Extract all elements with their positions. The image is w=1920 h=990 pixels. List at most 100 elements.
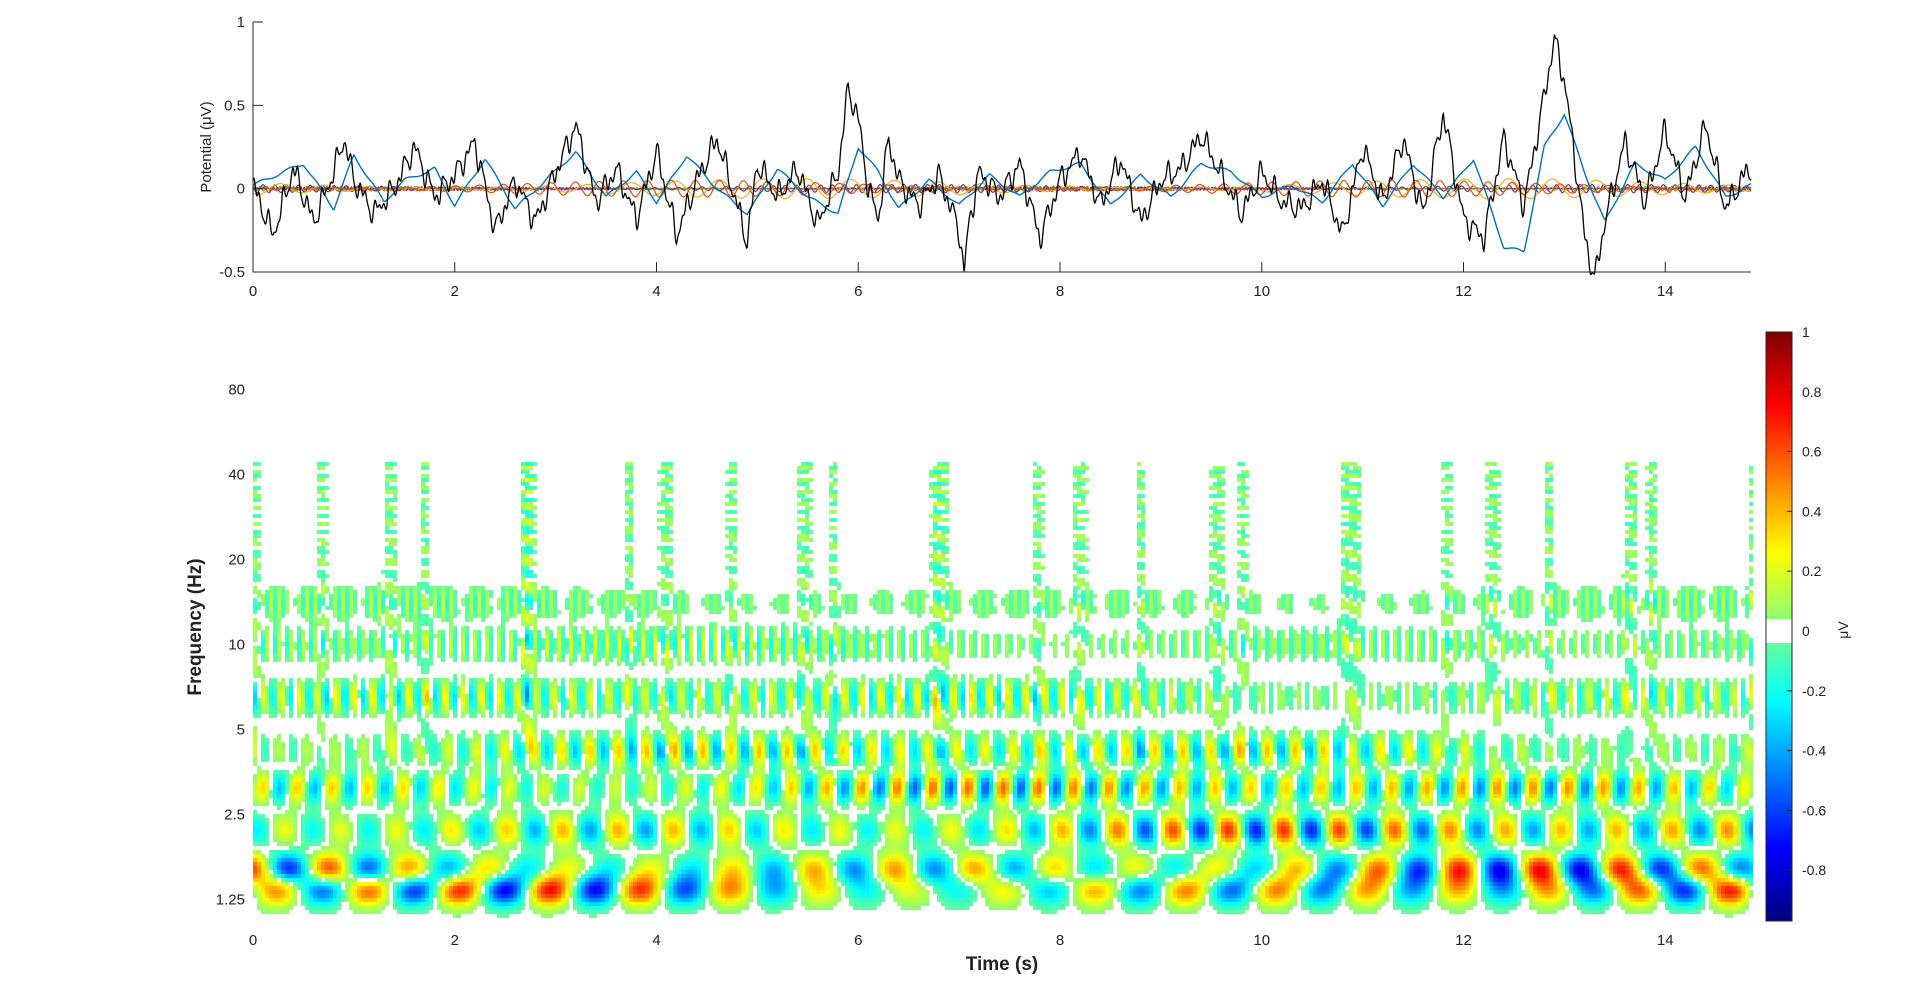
- heatmap-cell: [1357, 494, 1361, 498]
- heatmap-cell: [645, 638, 649, 642]
- heatmap-cell: [1053, 642, 1057, 646]
- heatmap-cell: [709, 646, 713, 650]
- heatmap-cell: [425, 490, 429, 494]
- heatmap-cell: [1693, 630, 1697, 634]
- heatmap-cell: [309, 646, 313, 650]
- heatmap-cell: [1041, 626, 1045, 630]
- heatmap-cell: [1137, 550, 1141, 554]
- heatmap-cell: [389, 490, 393, 494]
- heatmap-cell: [1485, 530, 1489, 534]
- heatmap-cell: [1529, 594, 1533, 598]
- heatmap-cell: [345, 618, 349, 622]
- heatmap-cell: [685, 610, 689, 614]
- heatmap-cell: [637, 642, 641, 646]
- heatmap-cell: [1125, 598, 1129, 602]
- heatmap-cell: [933, 602, 937, 606]
- heatmap-cell: [1381, 606, 1385, 610]
- heatmap-cell: [533, 582, 537, 586]
- heatmap-cell: [369, 614, 373, 618]
- heatmap-cell: [1549, 526, 1553, 530]
- heatmap-cell: [389, 634, 393, 638]
- heatmap-cell: [625, 478, 629, 482]
- heatmap-cell: [1685, 614, 1689, 618]
- heatmap-cell: [793, 638, 797, 642]
- heatmap-cell: [1241, 498, 1245, 502]
- heatmap-cell: [889, 602, 893, 606]
- heatmap-cell: [405, 610, 409, 614]
- heatmap-cell: [733, 566, 737, 570]
- heatmap-cell: [1077, 594, 1081, 598]
- heatmap-cell: [829, 578, 833, 582]
- heatmap-cell: [1477, 634, 1481, 638]
- heatmap-cell: [253, 566, 257, 570]
- heatmap-cell: [1453, 594, 1457, 598]
- heatmap-cell: [1237, 550, 1241, 554]
- heatmap-cell: [813, 638, 817, 642]
- heatmap-cell: [1481, 586, 1485, 590]
- heatmap-cell: [1185, 602, 1189, 606]
- heatmap-cell: [909, 642, 913, 646]
- heatmap-cell: [1149, 590, 1153, 594]
- heatmap-cell: [785, 642, 789, 646]
- heatmap-cell: [589, 634, 593, 638]
- heatmap-cell: [785, 610, 789, 614]
- heatmap-cell: [381, 646, 385, 650]
- heatmap-cell: [385, 546, 389, 550]
- heatmap-cell: [1213, 522, 1217, 526]
- heatmap-cell: [1337, 630, 1341, 634]
- heatmap-cell: [1665, 598, 1669, 602]
- heatmap-cell: [477, 646, 481, 650]
- heatmap-cell: [285, 598, 289, 602]
- heatmap-cell: [1449, 598, 1453, 602]
- heatmap-cell: [665, 602, 669, 606]
- heatmap-cell: [1565, 610, 1569, 614]
- heatmap-cell: [1545, 630, 1549, 634]
- heatmap-cell: [601, 602, 605, 606]
- heatmap-cell: [437, 614, 441, 618]
- heatmap-cell: [261, 634, 265, 638]
- heatmap-cell: [833, 602, 837, 606]
- heatmap-cell: [1249, 590, 1253, 594]
- heatmap-cell: [305, 642, 309, 646]
- heatmap-cell: [801, 470, 805, 474]
- heatmap-cell: [385, 466, 389, 470]
- heatmap-cell: [1597, 634, 1601, 638]
- heatmap-cell: [533, 486, 537, 490]
- heatmap-cell: [729, 610, 733, 614]
- heatmap-cell: [521, 546, 525, 550]
- heatmap-cell: [1305, 630, 1309, 634]
- heatmap-cell: [1493, 634, 1497, 638]
- heatmap-cell: [321, 466, 325, 470]
- heatmap-cell: [633, 650, 637, 654]
- heatmap-cell: [1665, 634, 1669, 638]
- heatmap-cell: [1665, 642, 1669, 646]
- heatmap-cell: [325, 550, 329, 554]
- heatmap-cell: [1357, 606, 1361, 610]
- heatmap-cell: [1513, 594, 1517, 598]
- heatmap-cell: [273, 622, 277, 626]
- heatmap-cell: [593, 630, 597, 634]
- heatmap-cell: [1213, 526, 1217, 530]
- heatmap-cell: [745, 598, 749, 602]
- heatmap-cell: [753, 646, 757, 650]
- heatmap-cell: [281, 642, 285, 646]
- heatmap-cell: [797, 554, 801, 558]
- heatmap-cell: [1425, 606, 1429, 610]
- heatmap-cell: [1077, 534, 1081, 538]
- heatmap-cell: [849, 634, 853, 638]
- heatmap-cell: [1549, 630, 1553, 634]
- heatmap-cell: [1705, 642, 1709, 646]
- heatmap-cell: [1241, 522, 1245, 526]
- heatmap-cell: [1253, 594, 1257, 598]
- heatmap-cell: [625, 614, 629, 618]
- heatmap-cell: [1409, 626, 1413, 630]
- heatmap-cell: [853, 638, 857, 642]
- potential-axes: [253, 22, 1751, 272]
- heatmap-cell: [1445, 462, 1449, 466]
- heatmap-cell: [681, 594, 685, 598]
- heatmap-cell: [1181, 594, 1185, 598]
- heatmap-cell: [937, 634, 941, 638]
- heatmap-cell: [361, 634, 365, 638]
- heatmap-cell: [1749, 598, 1753, 602]
- heatmap-cell: [1197, 634, 1201, 638]
